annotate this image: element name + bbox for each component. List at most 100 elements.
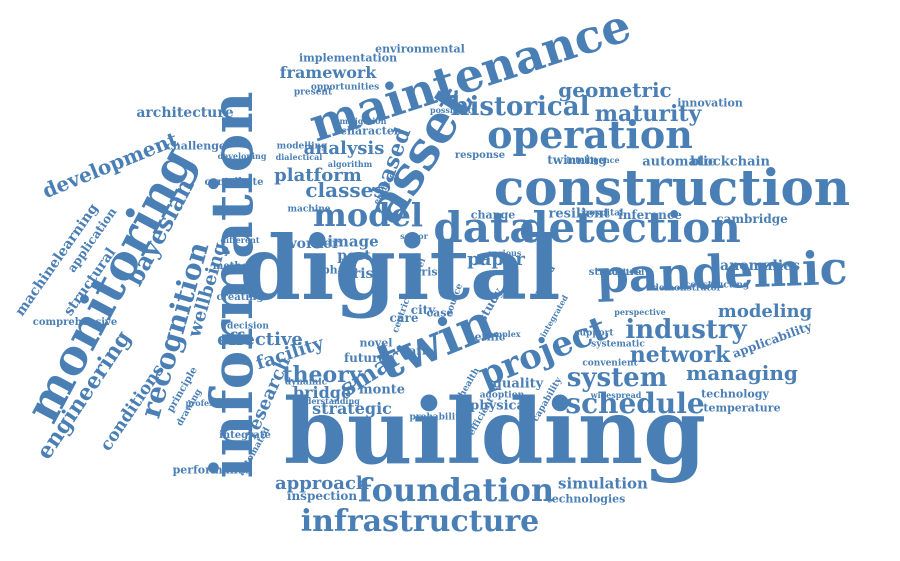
word-innovation: innovation: [677, 96, 743, 110]
word-historical: historical: [450, 92, 590, 122]
word-present: present: [293, 87, 333, 98]
word-care: care: [389, 311, 419, 325]
word-worker: worker: [284, 236, 340, 252]
word-possibility: possibility: [429, 105, 477, 115]
word-dynamic: dynamic: [284, 377, 328, 388]
word-system: system: [566, 363, 668, 393]
word-probability: probability: [409, 412, 465, 423]
word-industry: industry: [625, 315, 747, 345]
word-data: data: [433, 203, 537, 252]
word-algorithm: algorithm: [327, 159, 373, 169]
word-technology: technology: [701, 387, 769, 401]
word-performance: performance: [172, 463, 252, 477]
word-response: response: [454, 150, 506, 161]
word-modelling: modelling: [276, 141, 328, 152]
word-model: model: [312, 196, 424, 234]
word-demonstrator: demonstrator: [652, 283, 722, 294]
word-quality: quality: [492, 376, 544, 392]
word-contribute: contribute: [204, 177, 264, 188]
word-opportunities: opportunities: [310, 82, 380, 93]
word-geometric: geometric: [558, 78, 672, 102]
word-risk: risk: [352, 266, 384, 282]
word-cambridge: cambridge: [716, 212, 788, 226]
word-case: case: [426, 306, 454, 320]
word-architecture: architecture: [136, 105, 234, 121]
word-image: image: [327, 232, 379, 251]
word-challenge: challenge: [166, 139, 226, 153]
word-machine: machine: [287, 204, 331, 215]
word-widespread: widespread: [590, 390, 642, 400]
word-ethic: ethic: [474, 330, 506, 344]
word-operation: operation: [487, 112, 693, 157]
word-change: change: [470, 208, 516, 222]
word-dialectical: dialectical: [275, 152, 323, 162]
word-systematic: systematic: [591, 339, 645, 350]
word-developing: developing: [217, 151, 267, 161]
word-platform: platform: [274, 165, 362, 186]
word-future: future: [343, 351, 387, 365]
word-infrastructure: infrastructure: [300, 504, 540, 539]
word-adoption: adoption: [479, 390, 525, 401]
word-method: method: [212, 261, 256, 272]
word-inspection: inspection: [286, 489, 358, 503]
word-understanding: understanding: [294, 396, 360, 406]
word-carlo: carlo: [402, 344, 434, 358]
word-construction: construction: [493, 158, 851, 217]
word-simulation: simulation: [558, 474, 648, 493]
word-visualised: visualised: [599, 267, 645, 277]
word-schedule: schedule: [565, 387, 705, 420]
word-novel: novel: [359, 336, 393, 350]
word-constructing: constructing: [684, 280, 750, 291]
word-managing: managing: [686, 361, 798, 385]
word-network: network: [629, 342, 731, 368]
word-automatic: automatic: [642, 154, 716, 170]
word-structure: structure: [588, 267, 642, 278]
word-approach: approach: [274, 473, 370, 494]
word-complex: complex: [483, 329, 521, 339]
word-sector: sector: [400, 231, 428, 241]
word-detection: detection: [519, 203, 741, 252]
word-modeling: modeling: [717, 301, 813, 322]
word-different: different: [220, 235, 260, 245]
word-comprehensive: comprehensive: [32, 317, 118, 328]
word-maturity: maturity: [594, 101, 702, 127]
word-framework: framework: [279, 63, 377, 82]
word-integrate: integrate: [219, 430, 271, 441]
word-digital: digital: [239, 216, 561, 320]
word-creating: creating: [216, 292, 264, 303]
word-rise: rise: [421, 265, 445, 279]
word-analysis: analysis: [303, 138, 385, 159]
word-implementation: implementation: [298, 51, 398, 65]
word-temperature: temperature: [703, 401, 781, 415]
word-phase: phase: [321, 263, 359, 277]
word-twinning: twinning: [547, 153, 607, 167]
word-physical: physical: [470, 398, 530, 414]
word-professional: professional: [185, 398, 241, 408]
word-city: city: [410, 303, 436, 317]
word-mitigation: mitigation: [339, 116, 387, 126]
word-effective: effective: [217, 329, 303, 350]
word-classes: classes: [305, 178, 385, 202]
word-perspective: perspective: [614, 307, 666, 317]
word-building: building: [283, 379, 707, 485]
word-bridge: bridge: [292, 383, 352, 402]
word-technologies: technologies: [546, 492, 626, 506]
word-decision: decision: [227, 321, 269, 332]
word-blockchain: blockchain: [690, 154, 770, 170]
word-theory: theory: [282, 362, 362, 388]
word-environmental: environmental: [375, 42, 465, 56]
word-anomalies: anomalies: [720, 258, 800, 274]
word-inference: inference: [618, 208, 682, 222]
word-convenient: convenient: [582, 358, 638, 369]
word-monte: monte: [358, 382, 406, 398]
word-foundation: foundation: [357, 471, 555, 509]
word-various: various: [488, 248, 522, 258]
word-paper: paper: [467, 249, 525, 270]
word-character: character: [340, 124, 400, 138]
word-post: post: [337, 248, 371, 264]
word-intelligence: intelligence: [566, 155, 620, 165]
word-hospital: hospital: [582, 208, 624, 219]
word-strategic: strategic: [312, 399, 392, 418]
word-support: support: [574, 328, 614, 339]
